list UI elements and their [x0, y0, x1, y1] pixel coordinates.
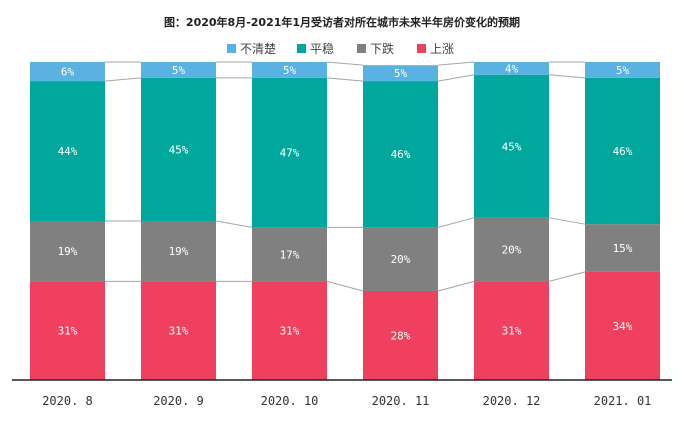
connector-line	[548, 74, 586, 79]
x-tick-label: 2020. 12	[483, 394, 541, 408]
data-label: 31%	[280, 325, 300, 338]
data-label: 47%	[280, 147, 300, 160]
data-label: 5%	[172, 64, 186, 77]
legend-swatch	[417, 44, 426, 53]
x-tick-label: 2020. 8	[42, 394, 93, 408]
data-label: 31%	[169, 325, 189, 338]
data-label: 5%	[283, 64, 297, 77]
bar-segment	[363, 81, 438, 228]
data-label: 31%	[502, 325, 522, 338]
data-label: 17%	[280, 248, 300, 261]
data-label: 28%	[391, 329, 411, 342]
legend-label: 下跌	[370, 41, 394, 56]
x-tick-label: 2020. 9	[153, 394, 204, 408]
data-label: 20%	[502, 244, 522, 257]
legend-label: 上涨	[430, 41, 454, 56]
connector-line	[104, 77, 142, 82]
bar-segment	[585, 224, 660, 272]
bar-segment	[252, 62, 327, 78]
bar-segment	[474, 217, 549, 282]
bar-segment	[30, 62, 105, 82]
bar-segment	[252, 77, 327, 228]
data-label: 45%	[502, 140, 522, 153]
legend-label: 平稳	[310, 41, 334, 56]
legend: 不清楚 平稳 下跌 上涨	[227, 41, 454, 56]
bar-segment	[30, 281, 105, 380]
connector-lines	[104, 61, 586, 292]
data-label: 44%	[58, 145, 78, 158]
bar-segment	[141, 221, 216, 282]
connector-line	[326, 280, 364, 292]
legend-swatch	[297, 44, 306, 53]
x-tick-label: 2021. 01	[594, 394, 652, 408]
data-label: 46%	[613, 145, 633, 158]
connector-line	[215, 220, 253, 228]
data-label: 45%	[169, 143, 189, 156]
data-label: 46%	[391, 148, 411, 161]
x-tick-labels: 2020. 8 2020. 9 2020. 10 2020. 11 2020. 12 20…	[42, 394, 651, 408]
connector-line	[437, 74, 475, 82]
bar-segment	[474, 62, 549, 75]
legend-label: 不清楚	[240, 42, 276, 56]
connector-line	[548, 217, 586, 225]
connector-line	[437, 61, 475, 66]
data-labels: 31% 19% 44% 6% 31% 19% 45% 5% 31% 17% 47% 5% 28% 20% 4…	[58, 62, 633, 342]
bar-segment	[474, 74, 549, 218]
data-label: 5%	[616, 64, 630, 77]
bar-segment	[252, 227, 327, 282]
data-label: 19%	[169, 245, 189, 258]
connector-line	[326, 61, 364, 66]
bars	[30, 62, 660, 380]
bar-segment	[141, 77, 216, 222]
connector-line	[548, 271, 586, 282]
data-label: 34%	[613, 320, 633, 333]
bar-segment	[363, 65, 438, 82]
legend-item: 平稳	[297, 41, 334, 56]
legend-swatch	[357, 44, 366, 53]
data-label: 20%	[391, 253, 411, 266]
bar-segment	[30, 221, 105, 282]
data-label: 15%	[613, 242, 633, 255]
legend-swatch	[227, 44, 236, 53]
bar-segment	[141, 281, 216, 380]
legend-item: 不清楚	[227, 42, 276, 56]
bar-segment	[474, 281, 549, 380]
bar-segment	[30, 81, 105, 221]
x-tick-label: 2020. 11	[372, 394, 430, 408]
data-label: 19%	[58, 245, 78, 258]
bar-segment	[252, 281, 327, 380]
connector-line	[437, 280, 475, 292]
data-label: 4%	[505, 62, 519, 75]
chart-title: 图：2020年8月-2021年1月受访者对所在城市未来半年房价变化的预期	[164, 15, 520, 29]
data-label: 6%	[61, 66, 75, 79]
connector-line	[437, 217, 475, 228]
connector-line	[326, 77, 364, 82]
bar-segment	[585, 77, 660, 225]
bar-segment	[363, 290, 438, 380]
x-tick-label: 2020. 10	[261, 394, 319, 408]
bar-segment	[585, 271, 660, 380]
bar-segment	[363, 227, 438, 291]
bar-segment	[585, 62, 660, 78]
data-label: 5%	[394, 67, 408, 80]
data-label: 31%	[58, 325, 78, 338]
legend-item: 下跌	[357, 41, 394, 56]
bar-segment	[141, 62, 216, 78]
legend-item: 上涨	[417, 41, 454, 56]
